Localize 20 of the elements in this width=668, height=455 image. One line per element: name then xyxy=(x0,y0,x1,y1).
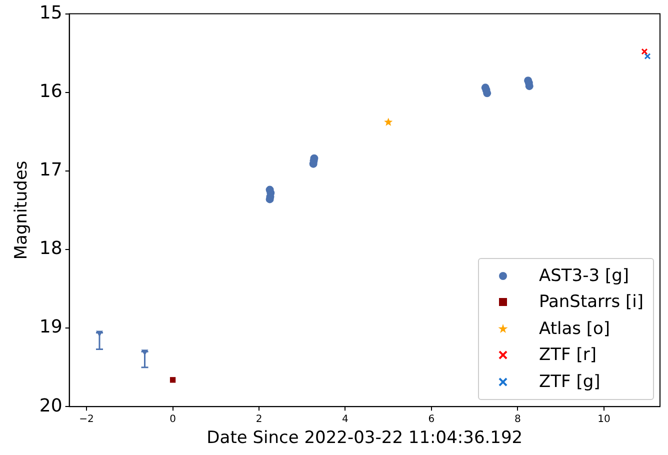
y-tick-label: 15 xyxy=(39,2,62,24)
y-tick-label: 20 xyxy=(39,395,62,416)
y-tick-label: 17 xyxy=(39,160,62,181)
x-tick-label: −2 xyxy=(79,414,94,426)
legend-label: ZTF [g] xyxy=(539,372,600,392)
y-tick-label: 18 xyxy=(39,238,62,260)
legend-label: PanStarrs [i] xyxy=(539,292,644,312)
x-tick-label: 2 xyxy=(256,414,262,426)
y-axis-title: Magnitudes xyxy=(12,160,32,260)
y-tick-label: 16 xyxy=(39,81,62,102)
x-tick-label: 4 xyxy=(342,414,348,426)
x-axis-title: Date Since 2022-03-22 11:04:36.192 xyxy=(206,428,523,448)
x-tick-label: 6 xyxy=(428,414,435,426)
x-tick-label: 0 xyxy=(170,414,176,426)
legend-label: Atlas [o] xyxy=(539,318,610,339)
x-tick-label: 10 xyxy=(598,414,610,426)
y-tick-label: 19 xyxy=(39,316,62,338)
legend-label: AST3-3 [g] xyxy=(539,266,630,286)
x-tick-label: 8 xyxy=(514,414,521,426)
legend-label: ZTF [r] xyxy=(539,345,596,366)
